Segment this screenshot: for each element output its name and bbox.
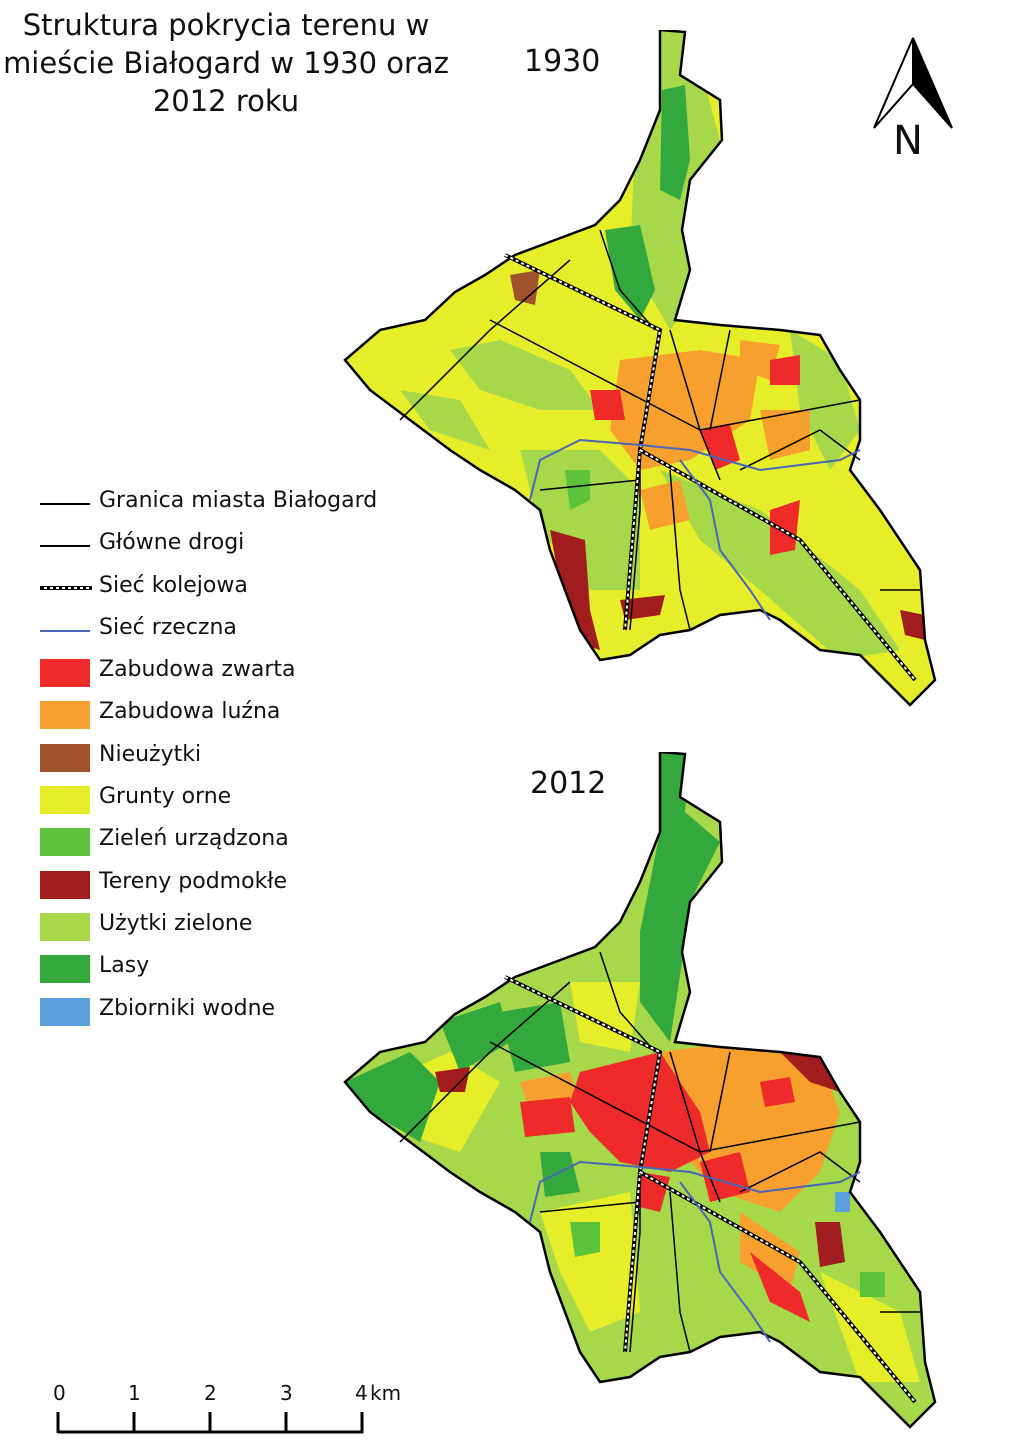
legend-label: Zieleń urządzona — [99, 826, 289, 852]
scale-bar — [56, 1412, 364, 1434]
forest-area — [660, 85, 690, 200]
compact-buildings-area — [700, 425, 740, 470]
legend-label: Zabudowa luźna — [99, 699, 281, 725]
arable-land-area — [570, 982, 640, 1052]
land-cover-1930 — [345, 30, 935, 705]
arable-land-area — [820, 1272, 920, 1382]
color-swatch — [40, 870, 90, 899]
railway-1930 — [504, 253, 917, 682]
color-swatch — [40, 659, 90, 688]
main-roads-1930 — [399, 229, 920, 631]
north-arrow-icon — [873, 37, 953, 129]
compact-buildings-area — [770, 500, 800, 555]
legend-label: Nieużytki — [99, 741, 202, 767]
rivers-1930 — [529, 438, 861, 621]
meadow-area — [450, 340, 600, 410]
map-title: Struktura pokrycia terenu w mieście Biał… — [0, 6, 452, 120]
map-1930 — [343, 30, 937, 707]
scale-unit-label: km — [370, 1381, 402, 1405]
legend-label: Główne drogi — [99, 530, 245, 556]
compact-buildings-area — [700, 1152, 750, 1202]
legend-label: Sieć kolejowa — [99, 572, 248, 598]
year-label-1930: 1930 — [524, 44, 601, 79]
forest-area — [540, 1152, 580, 1197]
water-body-area — [835, 1192, 850, 1212]
loose-buildings-area — [610, 350, 760, 470]
year-label-2012: 2012 — [530, 766, 607, 801]
forest-area — [500, 1002, 570, 1072]
compact-buildings-area — [760, 1077, 795, 1107]
railway-line-symbol — [40, 585, 92, 590]
map-2012 — [343, 752, 937, 1429]
forest-area — [345, 1052, 440, 1142]
rivers-2012 — [529, 1160, 861, 1343]
title-line-1: Struktura pokrycia terenu w — [22, 8, 430, 42]
legend-label: Tereny podmokłe — [99, 868, 288, 894]
park-area — [570, 1222, 600, 1257]
legend-label: Sieć rzeczna — [99, 614, 237, 640]
legend-label: Użytki zielone — [99, 910, 253, 936]
scale-tick-label: 2 — [204, 1381, 217, 1405]
color-swatch — [40, 997, 90, 1026]
meadow-area — [520, 450, 640, 590]
boundary-line-symbol — [40, 503, 90, 505]
river-line-symbol — [40, 629, 90, 632]
compact-buildings-area — [750, 1252, 810, 1322]
legend-label: Granica miasta Białogard — [99, 488, 378, 513]
railway-2012 — [504, 975, 917, 1404]
wetland-area — [815, 1222, 845, 1267]
meadow-area — [400, 390, 490, 450]
scale-tick-label: 4 — [355, 1381, 368, 1405]
color-swatch — [40, 786, 90, 815]
loose-buildings-area — [740, 1212, 800, 1292]
legend-label: Zabudowa zwarta — [99, 657, 296, 683]
land-cover-2012 — [345, 752, 935, 1427]
main-roads-2012 — [399, 951, 920, 1353]
park-area — [860, 1272, 885, 1297]
compact-buildings-area — [570, 1052, 710, 1172]
title-line-3: 2012 roku — [152, 84, 300, 118]
loose-buildings-area — [760, 410, 810, 460]
meadow-area — [790, 330, 860, 470]
compact-buildings-area — [520, 1097, 575, 1137]
title-line-2: mieście Białogard w 1930 oraz — [3, 46, 449, 80]
wetland-area — [550, 530, 600, 650]
legend-label: Lasy — [99, 953, 150, 979]
color-swatch — [40, 701, 90, 730]
forest-area — [605, 225, 655, 320]
compact-buildings-area — [590, 390, 625, 420]
wetland-area — [435, 1067, 470, 1092]
wasteland-area — [510, 270, 540, 305]
compact-buildings-area — [770, 355, 800, 385]
park-area — [565, 470, 590, 510]
road-line-symbol — [40, 545, 90, 548]
scale-tick-label: 3 — [280, 1381, 293, 1405]
forest-area — [440, 1002, 510, 1072]
wetland-area — [780, 1052, 840, 1092]
scale-tick-label: 0 — [53, 1381, 66, 1405]
city-boundary-2012 — [343, 752, 937, 1429]
legend-label: Zbiorniki wodne — [99, 995, 276, 1021]
wetland-area — [900, 610, 925, 640]
color-swatch — [40, 955, 90, 984]
color-swatch — [40, 912, 90, 941]
arable-land-area — [540, 1192, 640, 1332]
color-swatch — [40, 743, 90, 772]
meadow-area — [660, 470, 900, 660]
north-label: N — [893, 118, 923, 164]
color-swatch — [40, 828, 90, 857]
city-boundary-1930 — [343, 30, 937, 707]
compact-buildings-area — [640, 1172, 670, 1212]
legend-label: Grunty orne — [99, 784, 232, 810]
loose-buildings-area — [640, 480, 690, 530]
scale-tick-label: 1 — [128, 1381, 141, 1405]
